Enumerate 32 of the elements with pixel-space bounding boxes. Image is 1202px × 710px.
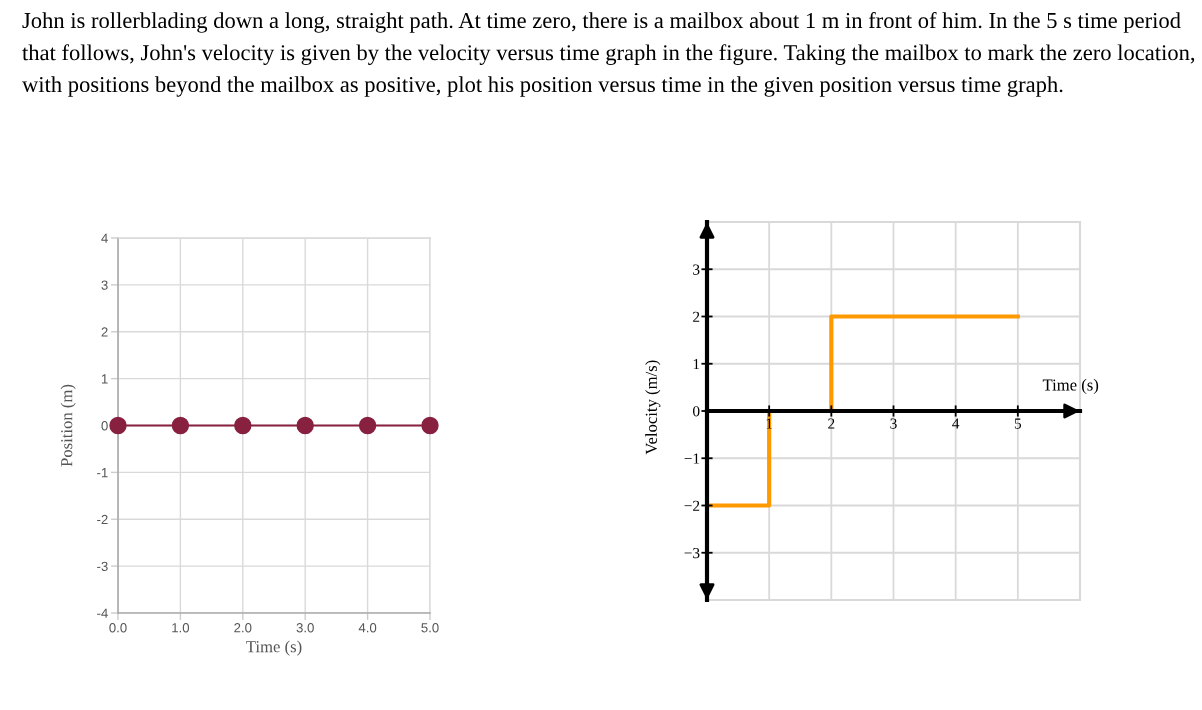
x-tick-label: 4.0 <box>358 623 377 633</box>
x-tick-label: 3.0 <box>296 623 314 633</box>
y-tick-label: -1 <box>97 468 108 478</box>
x-tick-label: 0.0 <box>109 623 127 633</box>
y-tick-label: 1 <box>693 358 700 370</box>
y-tick-label: 1 <box>101 374 108 384</box>
y-tick-label: −2 <box>684 500 700 511</box>
x-tick-label: 5 <box>1014 418 1022 429</box>
y-tick-label: 4 <box>101 233 108 243</box>
y-tick-label: -2 <box>97 514 108 525</box>
y-tick-label: -4 <box>97 608 108 618</box>
y-tick-label: 0 <box>693 406 700 417</box>
x-tick-label: 2.0 <box>234 623 252 633</box>
y-axis-title: Velocity (m/s) <box>645 360 661 455</box>
y-tick-label: −3 <box>684 547 700 559</box>
y-tick-label: −1 <box>684 453 700 464</box>
y-tick-label: -3 <box>97 561 108 572</box>
y-axis-title: Position (m) <box>60 384 76 467</box>
x-tick-label: 1.0 <box>172 623 190 633</box>
x-tick-label: 3 <box>890 418 897 429</box>
x-tick-label: 2 <box>828 418 835 429</box>
x-axis-title: Time (s) <box>246 640 302 656</box>
x-tick-label: 1 <box>766 418 773 429</box>
x-tick-label: 5.0 <box>421 623 439 633</box>
y-tick-label: 3 <box>101 280 108 290</box>
y-tick-label: 2 <box>693 311 700 322</box>
text: John is rollerblading down a long, straight path. At time zero, there is a mailbox about 1 m in front of him. In the 5 s time period that follows, John's velocity is given by the velocity versus time graph in the figure. Taking the mailbox to mark the zero location, with positions beyond the mailbox as positive, plot his position versus time in the given position versus time graph. <box>22 12 1195 97</box>
y-tick-label: 2 <box>101 327 108 337</box>
x-tick-label: 4 <box>952 418 960 429</box>
y-tick-label: 0 <box>101 421 108 431</box>
x-axis-title: Time (s) <box>1042 378 1099 394</box>
y-tick-label: 3 <box>693 264 700 275</box>
